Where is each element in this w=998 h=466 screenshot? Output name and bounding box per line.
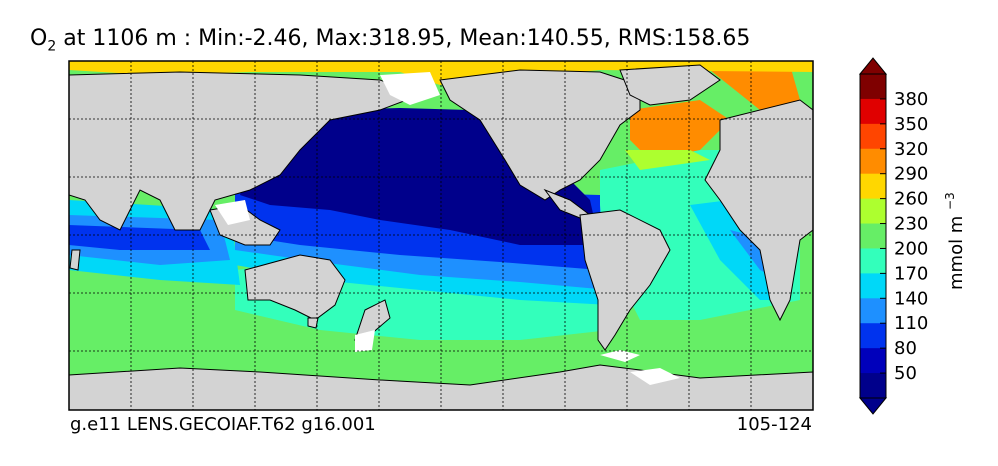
map-frame xyxy=(68,60,814,411)
missing-bering xyxy=(380,72,440,105)
colorbar-unit-label: mmol m −3 xyxy=(942,150,970,310)
title-species: O xyxy=(30,26,48,51)
colorbar-segment xyxy=(860,323,886,349)
missing-indonesia xyxy=(215,200,250,225)
colorbar-tick-label: 110 xyxy=(894,313,928,334)
north-america-land xyxy=(439,69,641,201)
title-species-subscript: 2 xyxy=(47,38,57,55)
europe-africa-land xyxy=(704,99,813,322)
map-panel xyxy=(69,61,813,410)
colorbar-segment xyxy=(860,74,886,100)
colorbar-segment xyxy=(860,348,886,374)
colorbar-segment xyxy=(860,298,886,324)
case-name-label: g.e11 LENS.GECOIAF.T62 g16.001 xyxy=(70,414,376,435)
colorbar-segment xyxy=(860,373,886,399)
colorbar-tick-label: 230 xyxy=(894,214,928,235)
colorbar-frame xyxy=(859,73,887,399)
o2-band-80-indian xyxy=(69,225,210,250)
colorbar-segment xyxy=(860,198,886,225)
greenland-land xyxy=(619,64,721,106)
australia-land xyxy=(244,254,346,321)
colorbar: 380 350 320 290 260 230 200 170 140 110 80 50 xyxy=(858,57,928,415)
missing-weddell xyxy=(630,368,680,385)
plot-title: O2 at 1106 m : Min:-2.46, Max:318.95, Me… xyxy=(30,26,750,54)
o2-band-290-arctic-labrador xyxy=(710,65,800,110)
colorbar-tick-label: 350 xyxy=(894,114,928,135)
title-stats: at 1106 m : Min:-2.46, Max:318.95, Mean:… xyxy=(56,26,751,51)
colorbar-segment xyxy=(860,173,886,200)
years-label: 105-124 xyxy=(736,414,812,435)
missing-data-regions xyxy=(215,72,680,385)
colorbar-segment xyxy=(860,223,886,249)
colorbar-tick-label: 380 xyxy=(894,89,928,110)
colorbar-extend-min xyxy=(858,397,888,415)
colorbar-tick-label: 50 xyxy=(894,363,917,384)
o2-band-290-north-atlantic xyxy=(630,100,730,160)
colorbar-segment xyxy=(860,123,886,150)
missing-nz xyxy=(355,330,375,352)
colorbar-extend-max xyxy=(858,57,888,75)
colorbar-tick-label: 170 xyxy=(894,263,928,284)
tasmania-land xyxy=(307,317,319,329)
south-america-land xyxy=(579,209,671,351)
colorbar-segment xyxy=(860,273,886,299)
colorbar-unit-text: mmol m −3 xyxy=(943,192,967,290)
missing-drake-passage xyxy=(600,350,640,362)
colorbar-tick-label: 200 xyxy=(894,238,928,259)
map-graticule xyxy=(69,61,813,410)
colorbar-tick-label: 140 xyxy=(894,288,928,309)
colorbar-segment xyxy=(860,98,886,125)
colorbar-tick-label: 260 xyxy=(894,189,928,210)
colorbar-tick-label: 290 xyxy=(894,164,928,185)
colorbar-segment xyxy=(860,148,886,175)
madagascar-land xyxy=(69,249,81,271)
colorbar-tick-label: 320 xyxy=(894,139,928,160)
colorbar-tick-label: 80 xyxy=(894,338,917,359)
colorbar-segment xyxy=(860,248,886,274)
